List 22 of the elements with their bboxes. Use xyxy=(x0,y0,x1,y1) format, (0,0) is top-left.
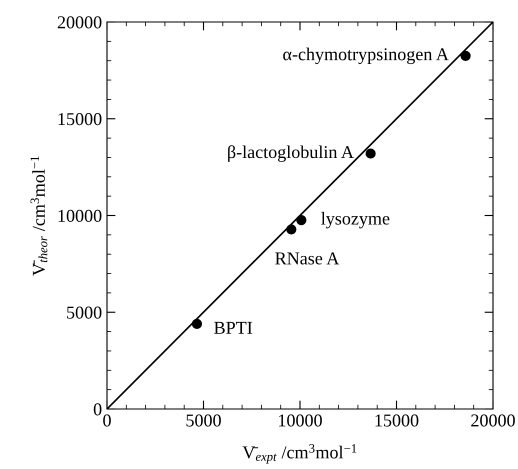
point xyxy=(192,318,202,329)
y-tick-label: 0 xyxy=(94,403,102,416)
annotation: RNase A xyxy=(275,252,340,265)
point xyxy=(296,215,306,226)
y-tick-label: 15000 xyxy=(58,113,102,126)
annotation: lysozyme xyxy=(321,212,390,228)
x-tick-label: 5000 xyxy=(186,414,221,427)
x-axis-title: V̄$_{expt}$ /cm$^{3}$mol$^{−1}$ xyxy=(242,444,356,464)
annotation: BPTI xyxy=(214,322,252,334)
x-tick-label: 20000 xyxy=(471,414,515,427)
point xyxy=(366,148,376,159)
y-tick-label: 5000 xyxy=(67,306,102,319)
point xyxy=(460,50,471,61)
x-tick-label: 0 xyxy=(103,414,111,427)
point xyxy=(286,224,296,235)
x-tick-label: 15000 xyxy=(376,414,418,427)
y-axis-title: V̄$_{theor}$ /cm$^{3}$mol$^{−1}$ xyxy=(30,156,48,276)
y-tick-label: 20000 xyxy=(58,16,102,28)
annotation: α-chymotrypsinogen A xyxy=(283,48,449,64)
y-tick-label: 10000 xyxy=(58,210,102,222)
annotation: β-lactoglobulin A xyxy=(228,145,354,162)
x-tick-label: 10000 xyxy=(279,414,322,427)
